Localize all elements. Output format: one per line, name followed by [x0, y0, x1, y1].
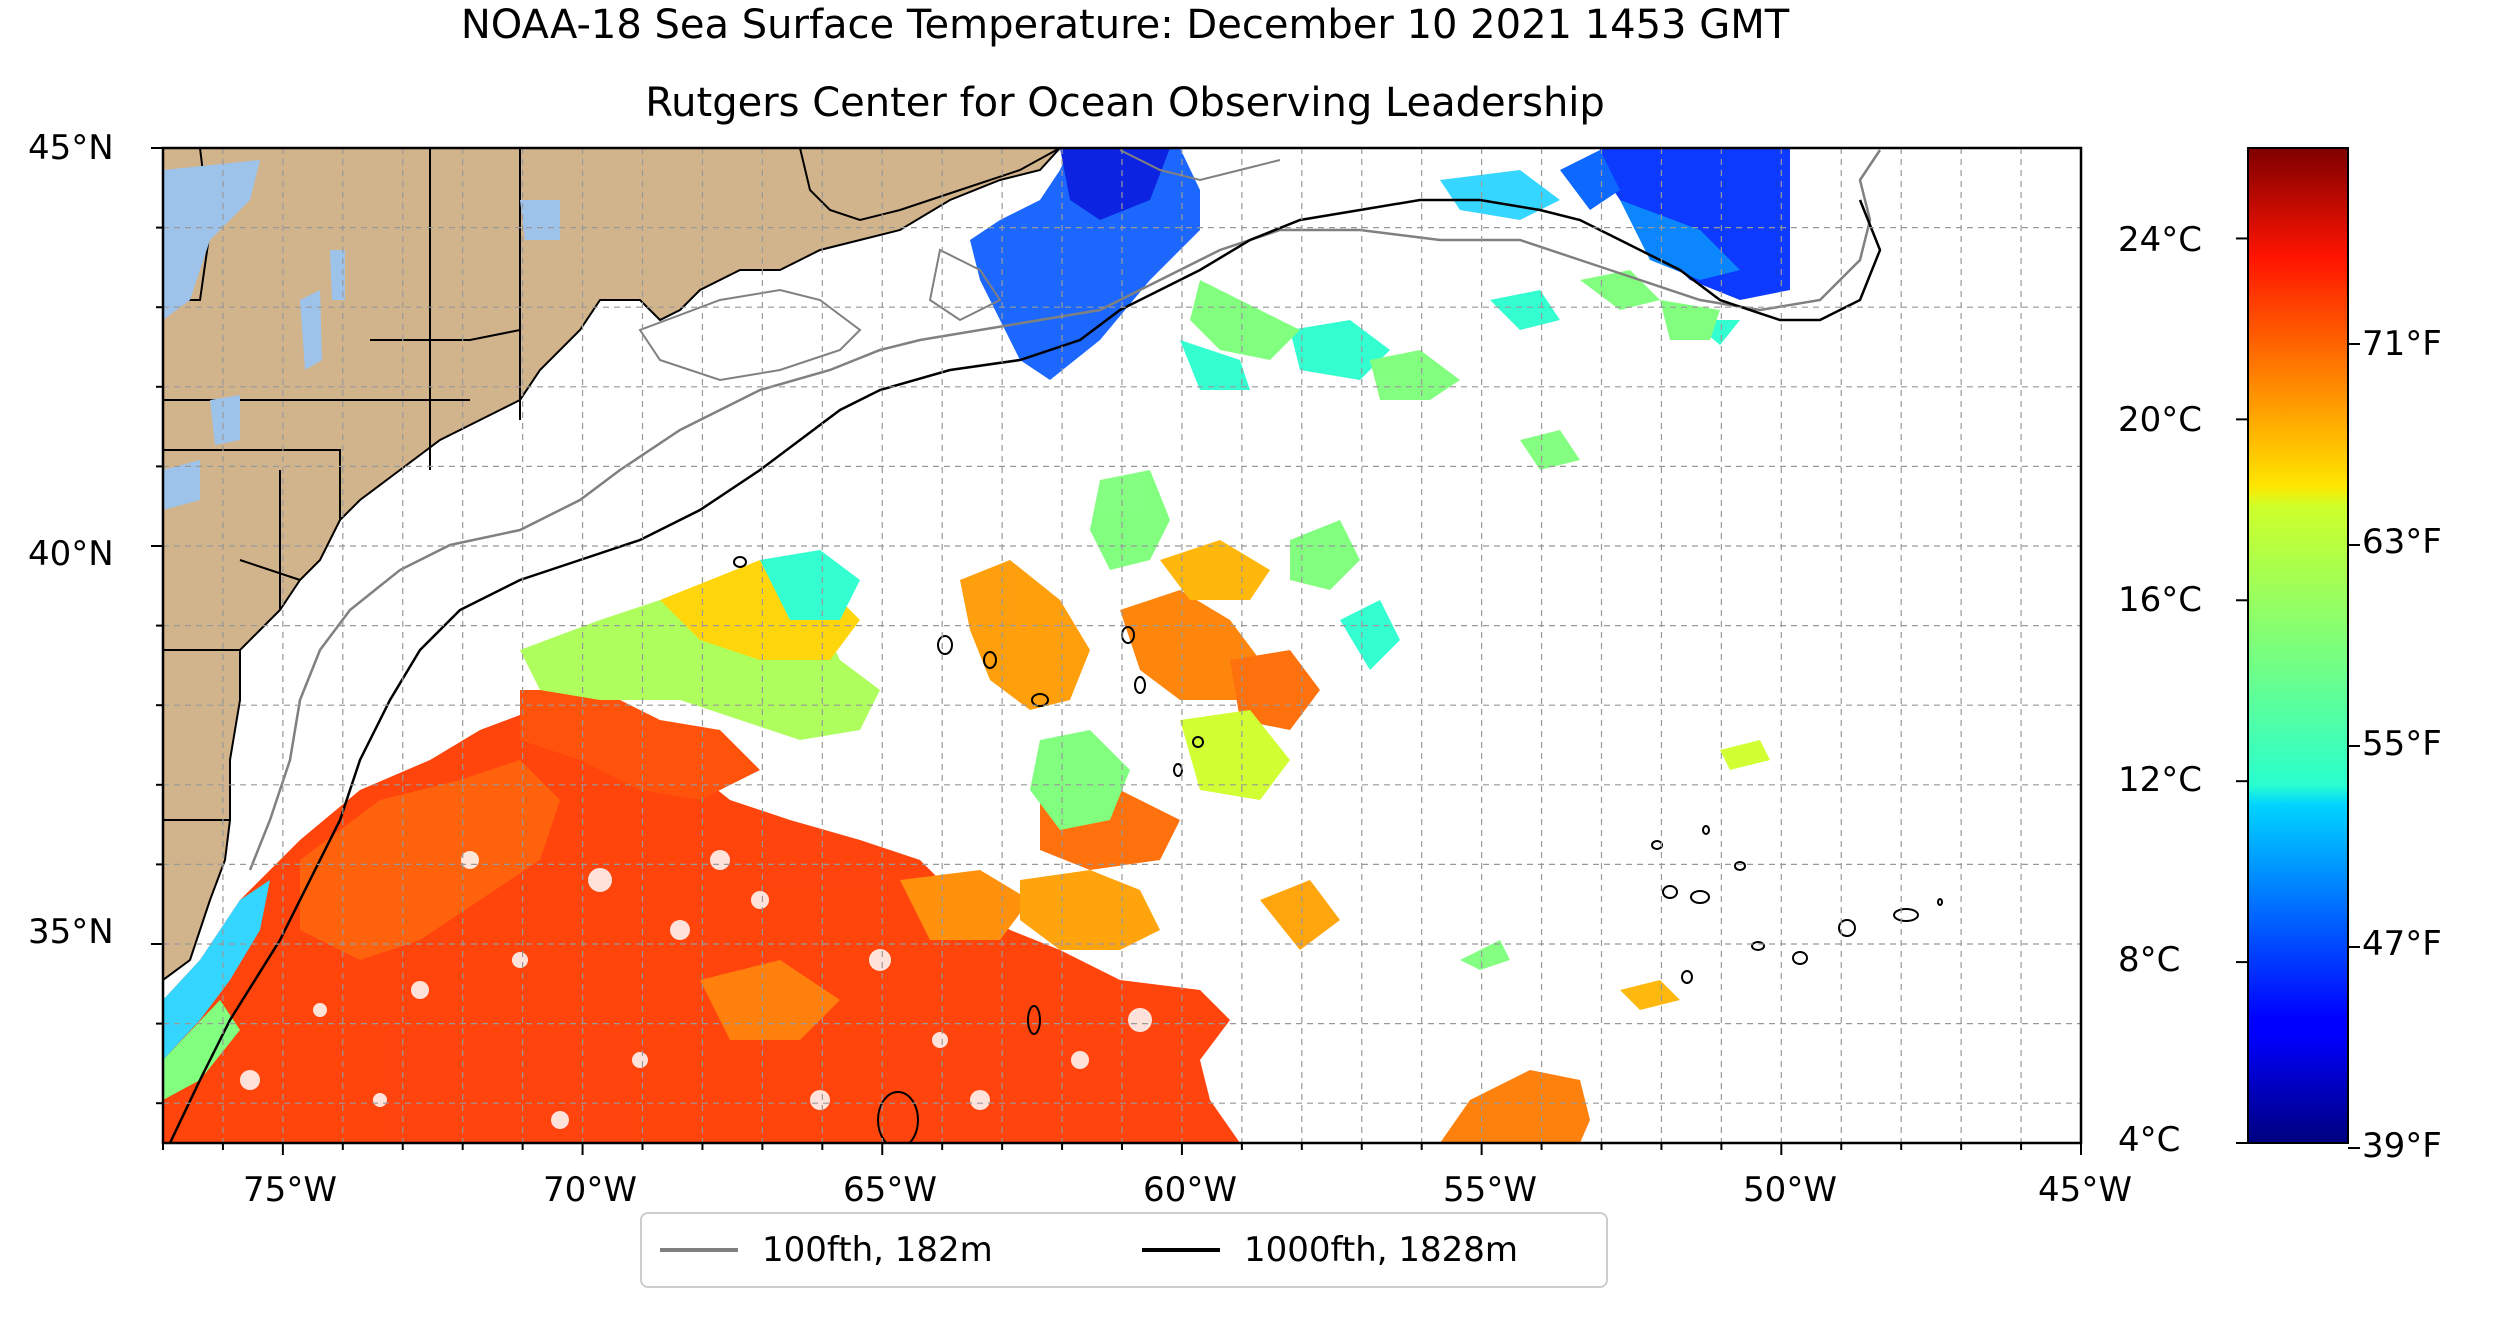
y-tick-label: 45°N [28, 128, 114, 168]
map-title: NOAA-18 Sea Surface Temperature: Decembe… [460, 2, 1790, 48]
tick-marks [151, 147, 2082, 1155]
legend-label: 100fth, 182m [762, 1230, 993, 1270]
isobath-1000fth [168, 198, 1882, 1143]
sst-data-layer [163, 148, 1790, 1143]
seamount-contours [733, 556, 1943, 1143]
colorbar-celsius-label: 24°C [2118, 220, 2203, 260]
x-tick-label: 50°W [1743, 1170, 1837, 1210]
map-area [163, 148, 2081, 1143]
colorbar-fahrenheit-label: 55°F [2362, 724, 2442, 764]
state-borders [163, 148, 521, 821]
colorbar-celsius-label: 20°C [2118, 400, 2203, 440]
gridlines [163, 148, 2081, 1143]
x-tick-label: 60°W [1143, 1170, 1237, 1210]
legend-item-100fth: 100fth, 182m [660, 1214, 993, 1286]
colorbar-fahrenheit-label: 63°F [2362, 522, 2442, 562]
x-tick-label: 55°W [1443, 1170, 1537, 1210]
lakes [163, 160, 560, 510]
legend: 100fth, 182m 1000fth, 1828m [640, 1212, 1608, 1288]
colorbar [2247, 147, 2349, 1144]
legend-item-1000fth: 1000fth, 1828m [1142, 1214, 1518, 1286]
y-tick-label: 35°N [28, 912, 114, 952]
x-tick-label: 75°W [243, 1170, 337, 1210]
colorbar-celsius-label: 4°C [2118, 1120, 2181, 1160]
colorbar-fahrenheit-label: 39°F [2362, 1126, 2442, 1166]
colorbar-fahrenheit-label: 71°F [2362, 324, 2442, 364]
x-tick-label: 70°W [543, 1170, 637, 1210]
x-tick-label: 65°W [843, 1170, 937, 1210]
legend-line-black [1142, 1248, 1220, 1252]
legend-label: 1000fth, 1828m [1244, 1230, 1519, 1270]
colorbar-celsius-label: 8°C [2118, 940, 2181, 980]
colorbar-tick-marks [2236, 237, 2360, 1150]
colorbar-celsius-label: 16°C [2118, 580, 2203, 620]
colorbar-celsius-label: 12°C [2118, 760, 2203, 800]
y-tick-label: 40°N [28, 534, 114, 574]
colorbar-fahrenheit-label: 47°F [2362, 924, 2442, 964]
legend-line-grey [660, 1248, 738, 1252]
land-nova-scotia [798, 148, 1061, 222]
map-subtitle: Rutgers Center for Ocean Observing Leade… [645, 80, 1605, 126]
isobath-100fth [248, 149, 1882, 871]
x-tick-label: 45°W [2038, 1170, 2132, 1210]
